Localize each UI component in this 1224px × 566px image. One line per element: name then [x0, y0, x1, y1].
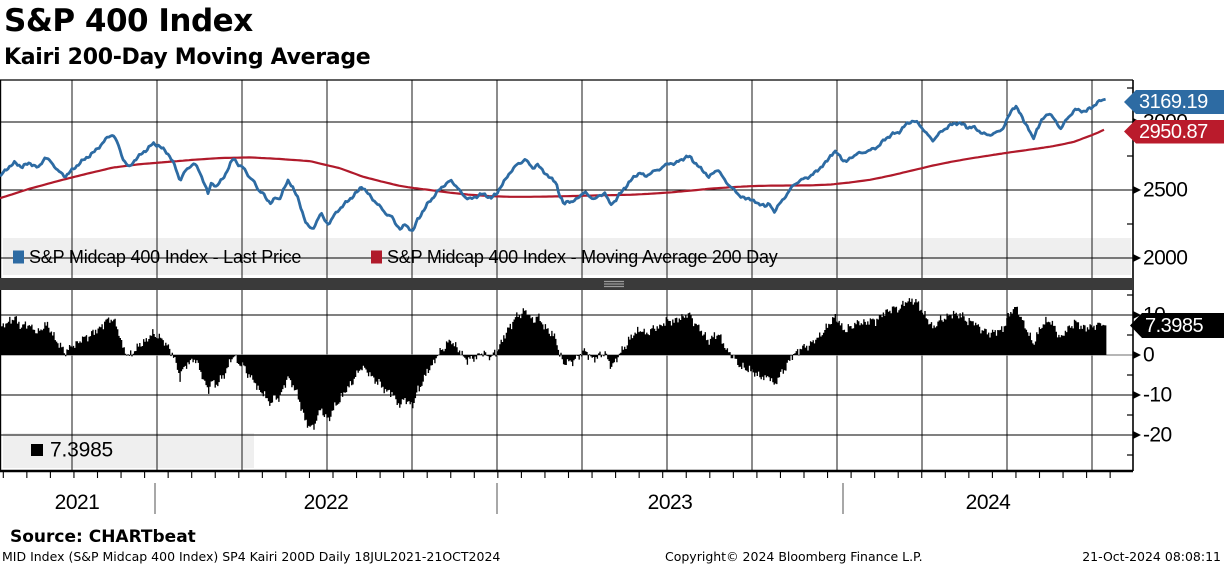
- bottom-legend-band: [3, 433, 254, 468]
- x-axis-year-2021: 2021: [54, 491, 100, 514]
- axis-arrow-tick: [1133, 311, 1141, 319]
- page-title: S&P 400 Index: [4, 3, 253, 39]
- kairi-value-badge: 7.3985: [1130, 313, 1224, 338]
- y-axis-label-2000: 2000: [1143, 246, 1188, 270]
- x-axis-year-2022: 2022: [303, 491, 349, 514]
- legend-swatch-last-price: [13, 250, 24, 264]
- kairi-bars: [0, 298, 1107, 430]
- panel-divider[interactable]: [0, 278, 1133, 290]
- page-subtitle: Kairi 200-Day Moving Average: [4, 45, 371, 70]
- moving-average-line: [0, 128, 1105, 200]
- footer-descriptor: MID Index (S&P Midcap 400 Index) SP4 Kai…: [2, 549, 501, 564]
- kairi-axis-label--20: -20: [1143, 423, 1172, 447]
- top-legend-band: [3, 238, 1131, 275]
- legend-label-moving-average: S&P Midcap 400 Index - Moving Average 20…: [387, 247, 778, 267]
- footer-copyright: Copyright© 2024 Bloomberg Finance L.P.: [665, 549, 923, 564]
- legend-swatch-kairi: [31, 444, 43, 456]
- last-price-line: [0, 97, 1106, 232]
- legend-label-last-price: S&P Midcap 400 Index - Last Price: [29, 247, 302, 267]
- last-price-badge: 3169.19: [1124, 90, 1224, 114]
- axis-arrow-tick: [1133, 254, 1141, 262]
- kairi-axis-label-0: 0: [1143, 343, 1155, 367]
- axis-arrow-tick: [1133, 186, 1141, 194]
- axis-arrow-tick: [1133, 391, 1141, 399]
- source-text: Source: CHARTbeat: [10, 527, 196, 547]
- moving-average-badge: 2950.87: [1124, 119, 1224, 144]
- x-axis-year-2023: 2023: [647, 491, 693, 514]
- kairi-axis-label--10: -10: [1143, 383, 1172, 407]
- legend-swatch-moving-average: [371, 250, 382, 264]
- axis-arrow-tick: [1133, 351, 1141, 359]
- axis-arrow-tick: [1133, 431, 1141, 439]
- footer-timestamp: 21-Oct-2024 08:08:11: [1082, 549, 1221, 564]
- y-axis-label-2500: 2500: [1143, 178, 1188, 202]
- x-axis-year-2024: 2024: [965, 491, 1011, 514]
- legend-label-kairi: 7.3985: [50, 438, 114, 462]
